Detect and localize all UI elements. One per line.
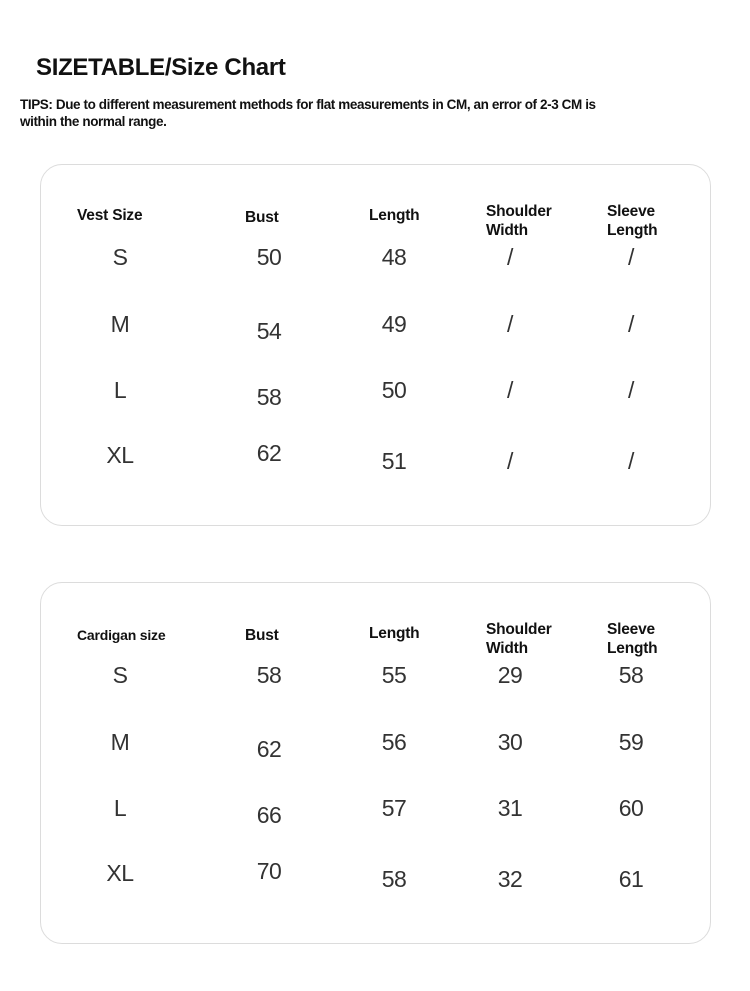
table-cell: / [507,448,513,474]
table-cell: / [628,244,634,270]
table-cell: 54 [256,318,282,344]
table-cell: 56 [381,729,407,755]
page-title: SIZETABLE/Size Chart [36,54,286,81]
table-cell: XL [106,860,134,886]
table-cell: 59 [618,729,644,755]
table-cell: 30 [497,729,523,755]
cardigan-size-table: Cardigan size Bust Length Shoulder Width Sle… [40,582,711,944]
table-cell: 66 [256,802,282,828]
table-cell: 60 [618,795,644,821]
table-cell: / [507,377,513,403]
column-header: Bust [245,627,279,644]
column-header: Shoulder Width [486,203,552,239]
table-cell: 58 [618,662,644,688]
table-cell: M [110,311,130,337]
table-cell: / [507,311,513,337]
table-cell: 49 [381,311,407,337]
column-header: Bust [245,209,279,226]
vest-size-table: Vest Size Bust Length Shoulder Width Sleeve … [40,164,711,526]
table-cell: 61 [618,866,644,892]
table-cell: XL [106,442,134,468]
column-header: Shoulder Width [486,621,552,657]
table-cell: 55 [381,662,407,688]
table-cell: L [113,795,127,821]
column-header: Vest Size [77,207,143,224]
table-cell: 31 [497,795,523,821]
table-cell: L [113,377,127,403]
table-cell: 32 [497,866,523,892]
column-header: Cardigan size [77,627,166,643]
column-header: Length [369,625,420,642]
table-cell: 51 [381,448,407,474]
table-cell: 48 [381,244,407,270]
table-cell: 70 [256,858,282,884]
table-cell: 58 [256,384,282,410]
table-cell: / [628,311,634,337]
table-cell: / [628,448,634,474]
table-cell: 57 [381,795,407,821]
table-cell: 50 [381,377,407,403]
table-cell: / [507,244,513,270]
table-cell: S [112,244,128,270]
table-cell: 58 [256,662,282,688]
table-cell: 62 [256,736,282,762]
table-cell: 29 [497,662,523,688]
column-header: Length [369,207,420,224]
table-cell: 58 [381,866,407,892]
table-cell: 50 [256,244,282,270]
tips-text: TIPS: Due to different measurement metho… [20,97,596,129]
column-header: Sleeve Length [607,203,658,239]
table-cell: S [112,662,128,688]
table-cell: M [110,729,130,755]
table-cell: 62 [256,440,282,466]
table-cell: / [628,377,634,403]
column-header: Sleeve Length [607,621,658,657]
